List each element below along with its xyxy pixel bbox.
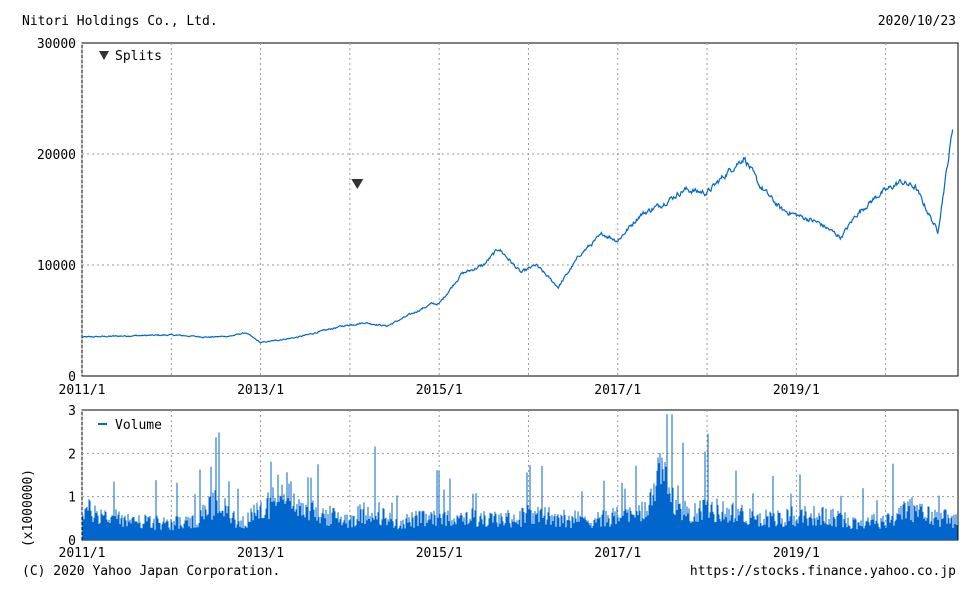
copyright-text: (C) 2020 Yahoo Japan Corporation. <box>22 564 281 579</box>
source-url-link[interactable]: https://stocks.finance.yahoo.co.jp <box>689 564 956 579</box>
price-y-tick-label: 10000 <box>37 259 76 274</box>
price-y-tick-label: 20000 <box>37 148 76 163</box>
price-x-tick-label: 2011/1 <box>59 383 106 398</box>
volume-x-tick-label: 2015/1 <box>416 546 463 561</box>
volume-y-tick-label: 2 <box>68 447 76 462</box>
volume-grid <box>81 410 958 540</box>
price-panel: 0 10000 20000 30000 2011/1 2013/1 2015/1 2017/… <box>37 37 959 398</box>
volume-y-tick-label: 0 <box>68 534 76 549</box>
price-x-tick-label: 2019/1 <box>773 383 820 398</box>
company-name: Nitori Holdings Co., Ltd. <box>22 14 218 29</box>
chart-date: 2020/10/23 <box>877 14 956 29</box>
volume-y-tick-label: 1 <box>68 491 76 506</box>
volume-y-axis-label: (x1000000) <box>21 469 36 547</box>
price-plot-area <box>81 42 959 377</box>
price-x-tick-label: 2015/1 <box>416 383 463 398</box>
volume-legend-label: Volume <box>115 418 162 433</box>
price-x-ticks: 2011/1 2013/1 2015/1 2017/1 2019/1 <box>59 383 820 398</box>
split-markers <box>351 178 364 189</box>
volume-panel: 0 1 2 3 2011/1 2013/1 2015/1 2017/1 2019/1 Volu… <box>21 404 959 561</box>
volume-x-tick-label: 2011/1 <box>59 546 106 561</box>
volume-x-tick-label: 2019/1 <box>773 546 820 561</box>
price-x-tick-label: 2017/1 <box>594 383 641 398</box>
price-legend: Splits <box>99 49 162 64</box>
volume-legend: Volume <box>98 418 162 433</box>
volume-y-tick-label: 3 <box>68 404 76 419</box>
volume-x-ticks: 2011/1 2013/1 2015/1 2017/1 2019/1 <box>59 546 820 561</box>
splits-legend-label: Splits <box>115 49 162 64</box>
price-line <box>81 129 954 344</box>
price-series <box>81 129 954 344</box>
volume-x-tick-label: 2013/1 <box>237 546 284 561</box>
volume-bar <box>82 414 958 540</box>
price-y-ticks: 0 10000 20000 30000 <box>37 37 76 385</box>
price-y-tick-label: 0 <box>68 370 76 385</box>
price-y-tick-label: 30000 <box>37 37 76 52</box>
volume-bars <box>82 414 958 540</box>
price-grid <box>81 43 958 376</box>
split-marker <box>351 178 364 189</box>
splits-legend-icon <box>99 51 109 60</box>
volume-y-ticks: 0 1 2 3 <box>68 404 76 549</box>
price-x-tick-label: 2013/1 <box>237 383 284 398</box>
volume-x-tick-label: 2017/1 <box>594 546 641 561</box>
